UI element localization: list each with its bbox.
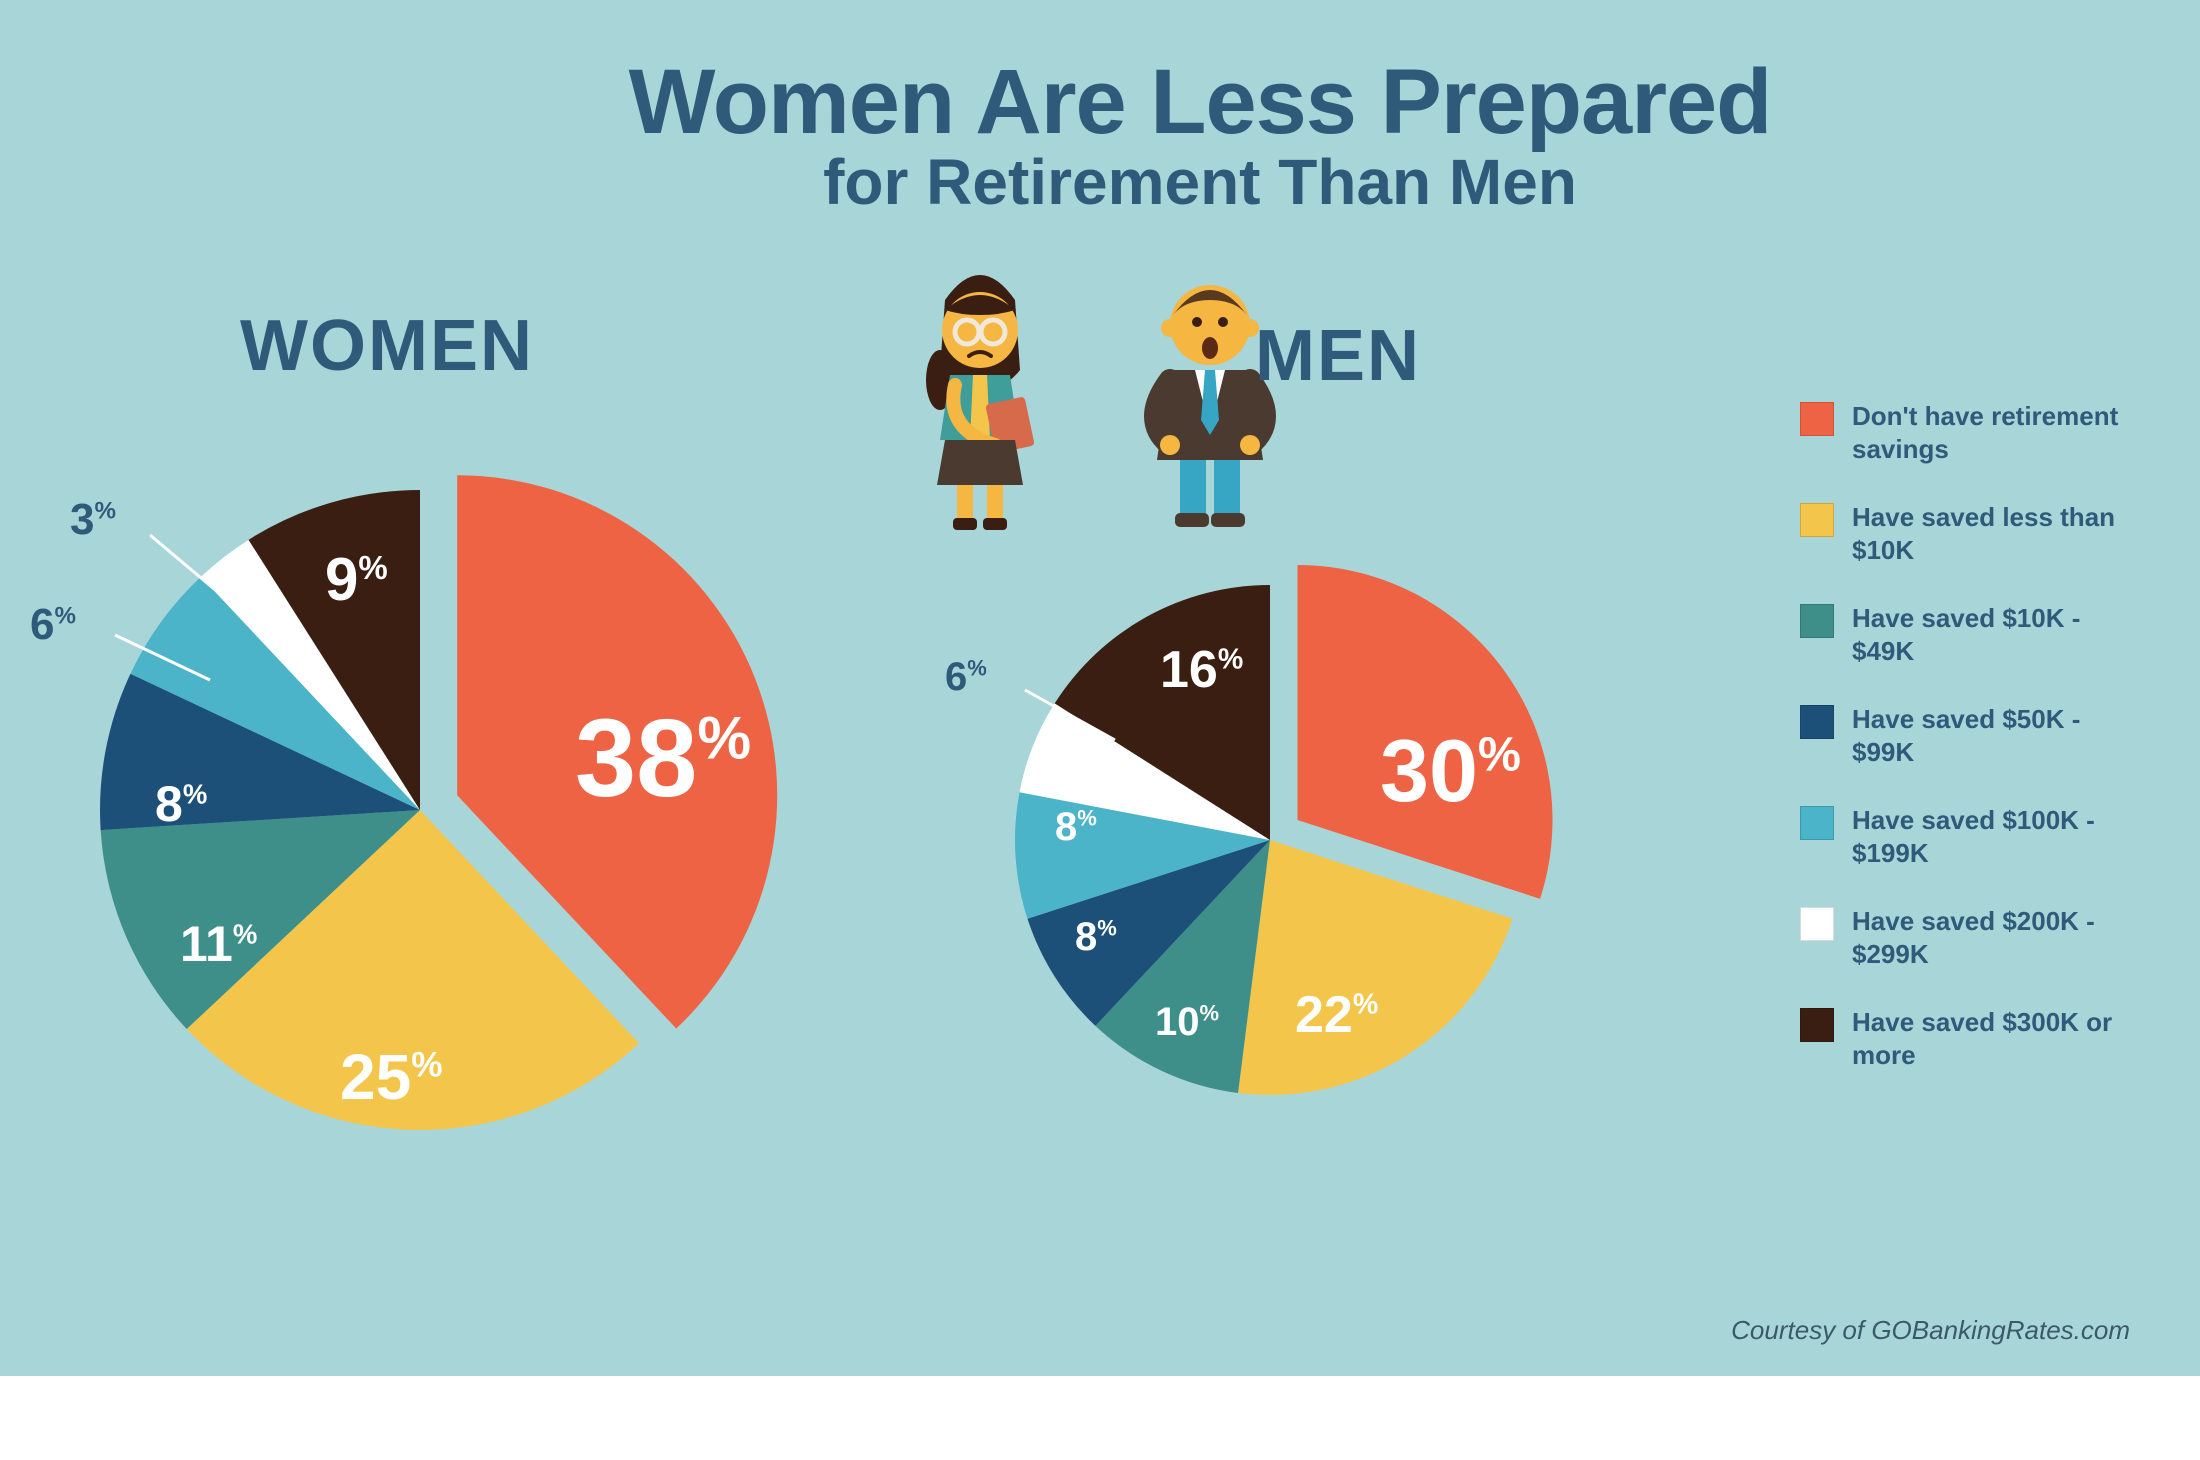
legend-item: Don't have retirement savings	[1800, 400, 2130, 465]
legend-text: Have saved $50K - $99K	[1852, 703, 2130, 768]
title-line-1: Women Are Less Prepared	[260, 50, 2140, 155]
legend-text: Have saved $10K - $49K	[1852, 602, 2130, 667]
legend-swatch	[1800, 806, 1834, 840]
credit-line: Courtesy of GOBankingRates.com	[1731, 1315, 2130, 1346]
legend-text: Have saved less than $10K	[1852, 501, 2130, 566]
legend-swatch	[1800, 402, 1834, 436]
legend-item: Have saved $300K or more	[1800, 1006, 2130, 1071]
legend-swatch	[1800, 705, 1834, 739]
legend-text: Have saved $200K - $299K	[1852, 905, 2130, 970]
title-block: Women Are Less Prepared for Retirement T…	[60, 50, 2140, 219]
infographic-canvas: Women Are Less Prepared for Retirement T…	[0, 0, 2200, 1376]
legend-text: Have saved $100K - $199K	[1852, 804, 2130, 869]
legend-item: Have saved $10K - $49K	[1800, 602, 2130, 667]
legend-swatch	[1800, 503, 1834, 537]
title-line-2: for Retirement Than Men	[260, 145, 2140, 219]
legend-item: Have saved $200K - $299K	[1800, 905, 2130, 970]
legend-item: Have saved less than $10K	[1800, 501, 2130, 566]
legend-text: Have saved $300K or more	[1852, 1006, 2130, 1071]
pie-slice	[1298, 565, 1553, 899]
legend-item: Have saved $100K - $199K	[1800, 804, 2130, 869]
pie-slice	[1238, 840, 1512, 1095]
legend-swatch	[1800, 907, 1834, 941]
legend-item: Have saved $50K - $99K	[1800, 703, 2130, 768]
legend-swatch	[1800, 604, 1834, 638]
legend-text: Don't have retirement savings	[1852, 400, 2130, 465]
legend-swatch	[1800, 1008, 1834, 1042]
legend: Don't have retirement savings Have saved …	[1800, 400, 2130, 1107]
